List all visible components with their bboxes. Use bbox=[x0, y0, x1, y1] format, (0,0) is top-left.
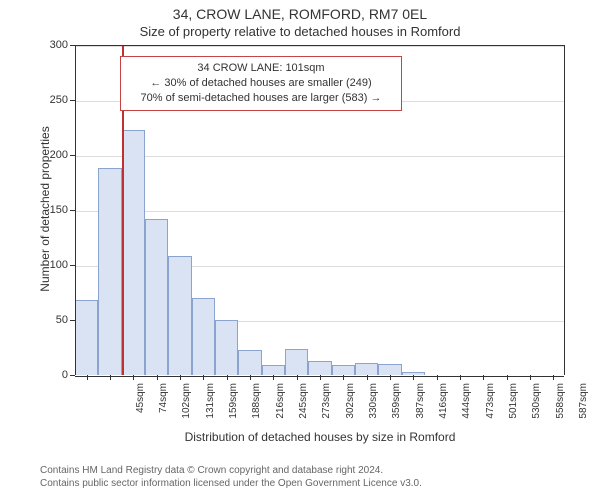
histogram-bar bbox=[145, 219, 168, 375]
xtick-mark bbox=[320, 375, 321, 380]
histogram-bar bbox=[262, 365, 285, 375]
xtick-mark bbox=[297, 375, 298, 380]
xtick-mark bbox=[227, 375, 228, 380]
xtick-mark bbox=[87, 375, 88, 380]
ytick-label: 250 bbox=[40, 94, 68, 106]
xtick-mark bbox=[133, 375, 134, 380]
xtick-mark bbox=[343, 375, 344, 380]
xtick-label: 45sqm bbox=[135, 383, 146, 433]
xtick-label: 587sqm bbox=[578, 383, 589, 433]
xtick-mark bbox=[390, 375, 391, 380]
histogram-bar bbox=[355, 363, 378, 375]
histogram-bar bbox=[215, 320, 238, 375]
ytick-mark bbox=[70, 45, 75, 46]
xtick-mark bbox=[110, 375, 111, 380]
xtick-label: 131sqm bbox=[205, 383, 216, 433]
xtick-mark bbox=[553, 375, 554, 380]
xtick-label: 416sqm bbox=[438, 383, 449, 433]
xtick-mark bbox=[460, 375, 461, 380]
xtick-label: 216sqm bbox=[275, 383, 286, 433]
histogram-bar bbox=[332, 365, 355, 375]
ytick-mark bbox=[70, 155, 75, 156]
x-axis-label: Distribution of detached houses by size … bbox=[75, 430, 565, 444]
ytick-mark bbox=[70, 320, 75, 321]
xtick-label: 273sqm bbox=[321, 383, 332, 433]
histogram-bar bbox=[192, 298, 215, 375]
ytick-mark bbox=[70, 100, 75, 101]
xtick-mark bbox=[413, 375, 414, 380]
histogram-bar bbox=[308, 361, 331, 375]
xtick-mark bbox=[250, 375, 251, 380]
histogram-bar bbox=[98, 168, 121, 375]
footer-line-1: Contains HM Land Registry data © Crown c… bbox=[40, 464, 560, 477]
page-title: 34, CROW LANE, ROMFORD, RM7 0EL bbox=[0, 0, 600, 22]
xtick-label: 387sqm bbox=[415, 383, 426, 433]
xtick-mark bbox=[483, 375, 484, 380]
xtick-mark bbox=[157, 375, 158, 380]
ytick-label: 300 bbox=[40, 39, 68, 51]
xtick-label: 102sqm bbox=[181, 383, 192, 433]
xtick-label: 159sqm bbox=[228, 383, 239, 433]
ytick-label: 50 bbox=[40, 314, 68, 326]
xtick-mark bbox=[273, 375, 274, 380]
gridline bbox=[75, 156, 564, 157]
infobox-line-1: 34 CROW LANE: 101sqm bbox=[129, 61, 393, 76]
xtick-label: 558sqm bbox=[555, 383, 566, 433]
xtick-mark bbox=[530, 375, 531, 380]
ytick-label: 0 bbox=[40, 369, 68, 381]
xtick-label: 359sqm bbox=[391, 383, 402, 433]
xtick-label: 302sqm bbox=[345, 383, 356, 433]
y-axis bbox=[75, 46, 76, 375]
xtick-mark bbox=[180, 375, 181, 380]
xtick-label: 74sqm bbox=[158, 383, 169, 433]
footer-line-2: Contains public sector information licen… bbox=[40, 477, 560, 490]
y-axis-label: Number of detached properties bbox=[38, 119, 52, 299]
xtick-label: 444sqm bbox=[461, 383, 472, 433]
xtick-mark bbox=[507, 375, 508, 380]
histogram-bar bbox=[378, 364, 401, 375]
xtick-label: 530sqm bbox=[531, 383, 542, 433]
gridline bbox=[75, 211, 564, 212]
xtick-label: 330sqm bbox=[368, 383, 379, 433]
histogram-bar bbox=[75, 300, 98, 375]
gridline bbox=[75, 46, 564, 47]
infobox-line-3: 70% of semi-detached houses are larger (… bbox=[129, 91, 393, 106]
infobox-line-2: ← 30% of detached houses are smaller (24… bbox=[129, 76, 393, 91]
xtick-label: 501sqm bbox=[508, 383, 519, 433]
histogram-bar bbox=[122, 130, 145, 375]
xtick-mark bbox=[203, 375, 204, 380]
histogram-bar bbox=[285, 349, 308, 375]
ytick-mark bbox=[70, 265, 75, 266]
footer-attribution: Contains HM Land Registry data © Crown c… bbox=[40, 464, 560, 490]
ytick-mark bbox=[70, 375, 75, 376]
xtick-mark bbox=[367, 375, 368, 380]
xtick-label: 473sqm bbox=[485, 383, 496, 433]
page-subtitle: Size of property relative to detached ho… bbox=[0, 24, 600, 39]
property-info-box: 34 CROW LANE: 101sqm ← 30% of detached h… bbox=[120, 56, 402, 111]
xtick-label: 245sqm bbox=[298, 383, 309, 433]
histogram-bar bbox=[238, 350, 261, 375]
xtick-label: 188sqm bbox=[251, 383, 262, 433]
ytick-mark bbox=[70, 210, 75, 211]
xtick-mark bbox=[437, 375, 438, 380]
histogram-bar bbox=[168, 256, 191, 375]
